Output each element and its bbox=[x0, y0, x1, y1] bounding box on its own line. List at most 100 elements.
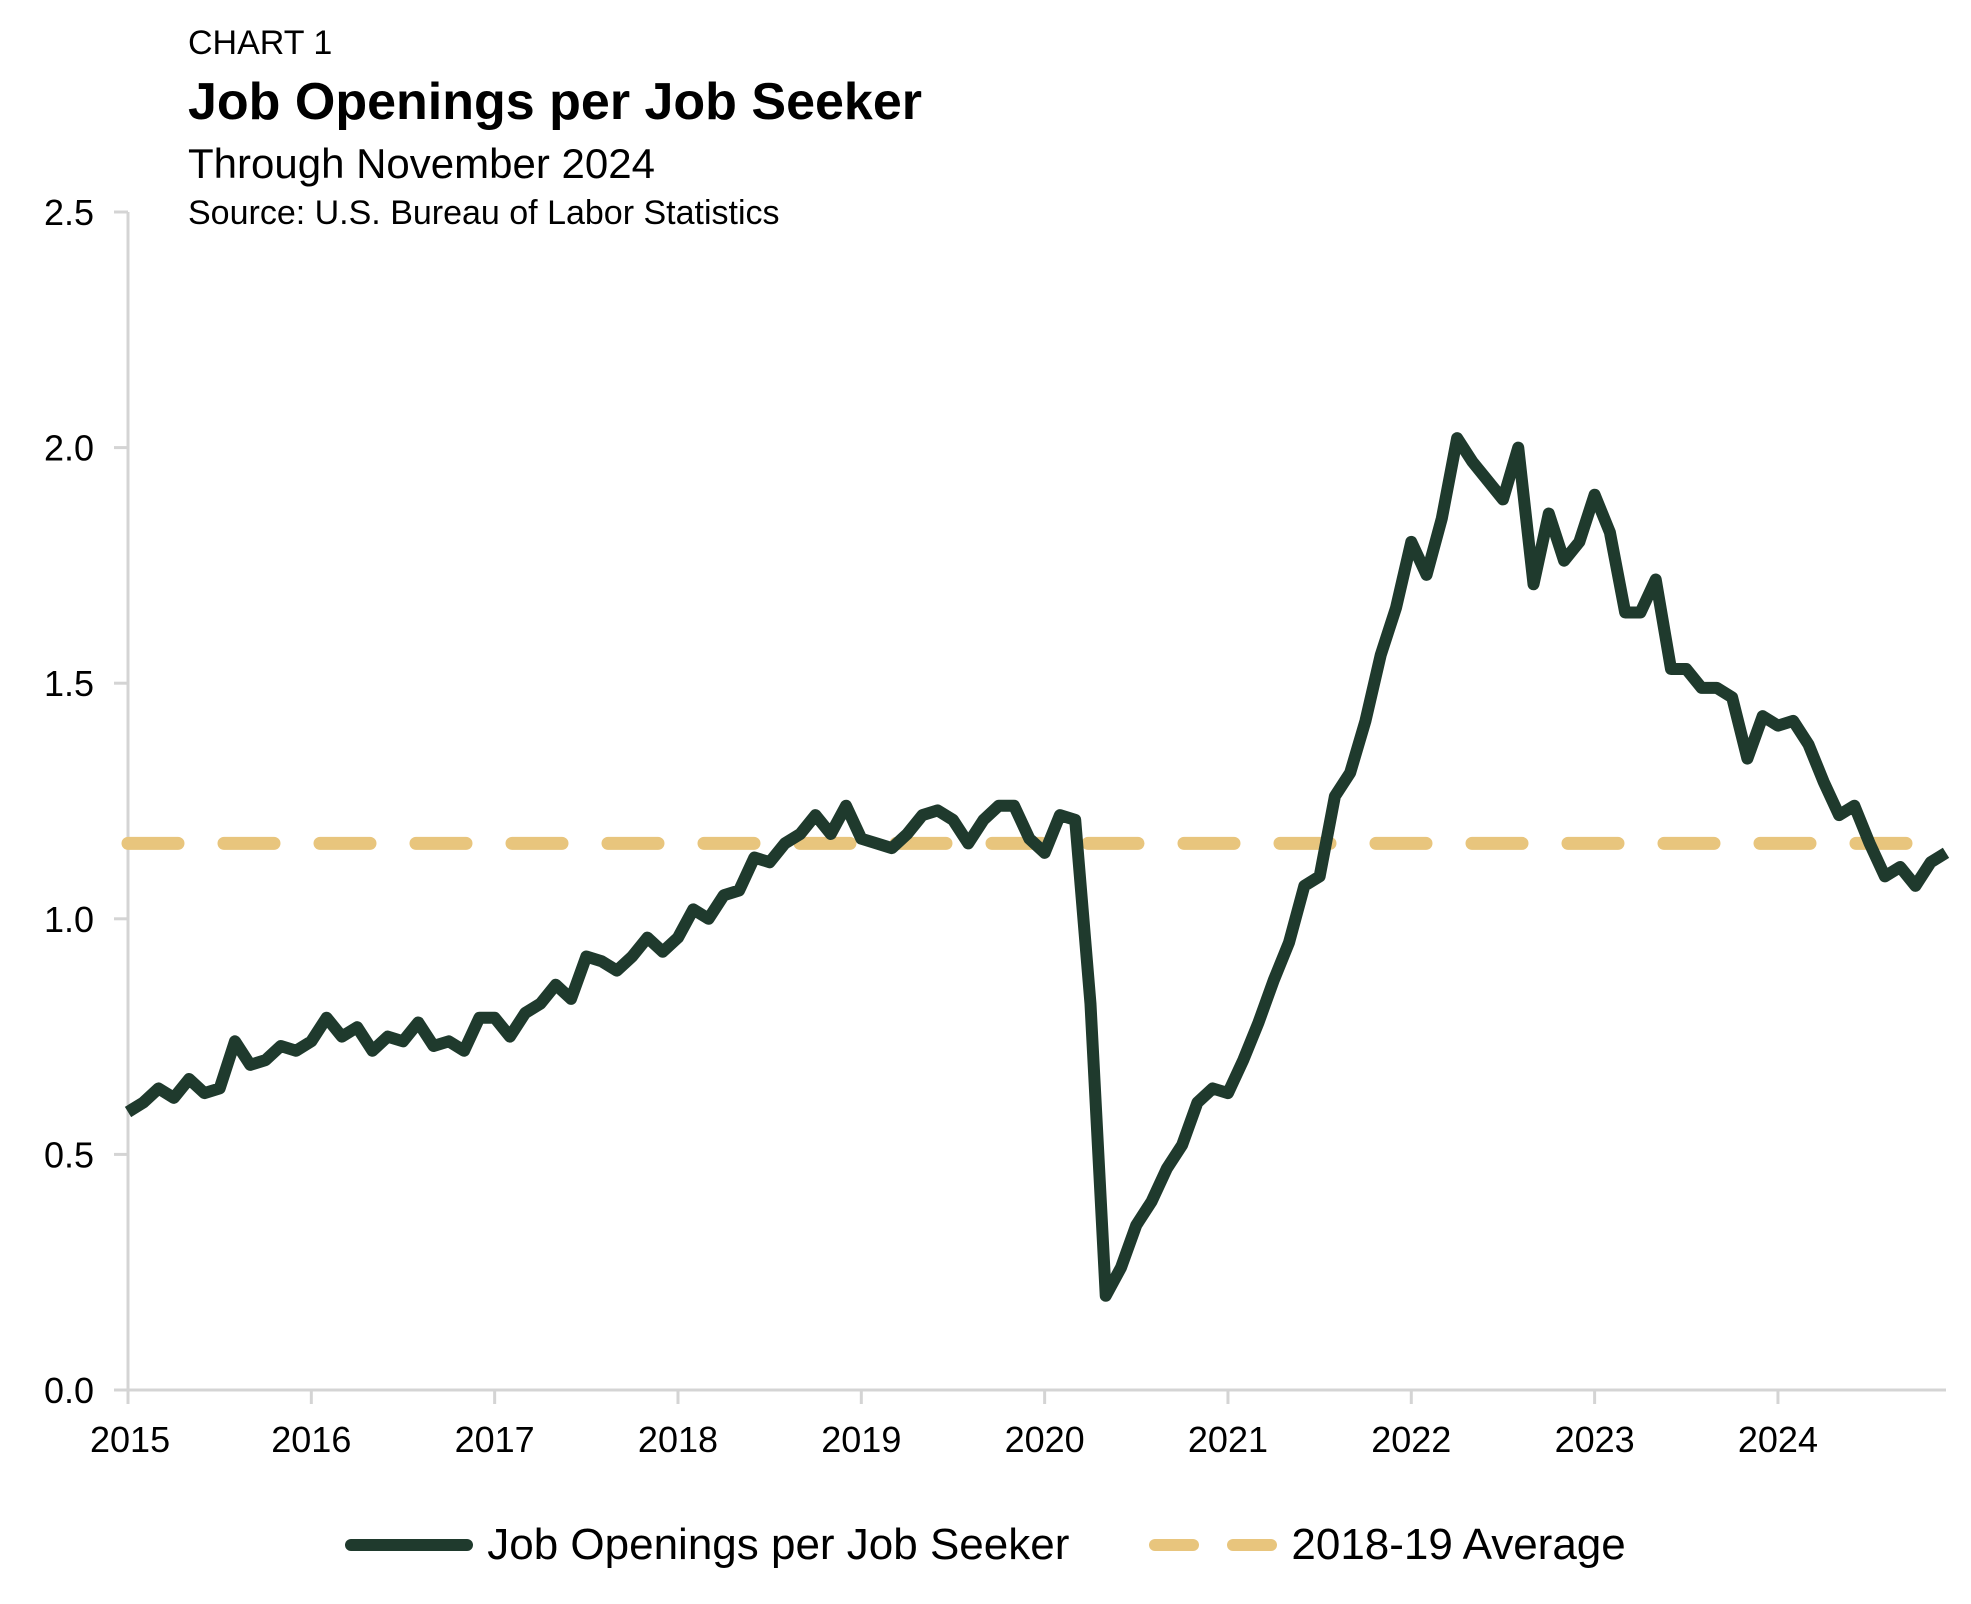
data-point bbox=[1425, 573, 1429, 577]
data-point bbox=[1226, 1091, 1230, 1095]
data-point bbox=[1348, 771, 1352, 775]
x-tick-label: 2023 bbox=[1555, 1419, 1635, 1460]
data-point bbox=[508, 1035, 512, 1039]
data-point bbox=[645, 936, 649, 940]
data-point bbox=[1501, 497, 1505, 501]
legend-label-average: 2018-19 Average bbox=[1291, 1520, 1626, 1569]
series-layer bbox=[124, 432, 1950, 1302]
data-point bbox=[1791, 719, 1795, 723]
data-point bbox=[263, 1058, 267, 1062]
chart-legend: Job Openings per Job Seeker 2018-19 Aver… bbox=[0, 1520, 1971, 1570]
data-point bbox=[661, 950, 665, 954]
x-tick-label: 2022 bbox=[1371, 1419, 1451, 1460]
x-tick-label: 2019 bbox=[821, 1419, 901, 1460]
data-point bbox=[1394, 606, 1398, 610]
data-point bbox=[1119, 1265, 1123, 1269]
data-point bbox=[462, 1049, 466, 1053]
data-point bbox=[554, 983, 558, 987]
legend-item-average: 2018-19 Average bbox=[1149, 1520, 1626, 1570]
data-point bbox=[1455, 436, 1459, 440]
tick-labels: 0.0 0.5 1.0 1.5 2.0 2.5 2015 2016 2017 2018 2019 20… bbox=[44, 192, 1818, 1460]
data-point bbox=[386, 1035, 390, 1039]
data-point bbox=[325, 1016, 329, 1020]
data-point bbox=[1027, 837, 1031, 841]
data-point bbox=[691, 907, 695, 911]
data-point bbox=[172, 1096, 176, 1100]
data-point bbox=[1470, 460, 1474, 464]
data-point bbox=[141, 1101, 145, 1105]
data-point bbox=[248, 1063, 252, 1067]
data-point bbox=[1868, 841, 1872, 845]
line-chart: 0.0 0.5 1.0 1.5 2.0 2.5 2015 2016 2017 2018 2019 20… bbox=[44, 192, 1950, 1460]
data-point bbox=[1715, 686, 1719, 690]
data-point bbox=[1318, 874, 1322, 878]
data-point bbox=[432, 1044, 436, 1048]
data-point bbox=[493, 1016, 497, 1020]
data-point bbox=[798, 832, 802, 836]
legend-label-series: Job Openings per Job Seeker bbox=[487, 1520, 1070, 1569]
data-point bbox=[1638, 611, 1642, 615]
data-point bbox=[1608, 530, 1612, 534]
legend-swatch-dashed bbox=[1149, 1539, 1278, 1551]
data-point bbox=[569, 997, 573, 1001]
data-point bbox=[1333, 794, 1337, 798]
data-point bbox=[905, 832, 909, 836]
data-point bbox=[1165, 1167, 1169, 1171]
data-point bbox=[1700, 686, 1704, 690]
chart-subtitle: Through November 2024 bbox=[188, 140, 655, 187]
data-point bbox=[157, 1086, 161, 1090]
data-point bbox=[126, 1110, 130, 1114]
data-point bbox=[1776, 724, 1780, 728]
data-point bbox=[982, 818, 986, 822]
x-tick-label: 2016 bbox=[271, 1419, 351, 1460]
data-point bbox=[768, 860, 772, 864]
data-point bbox=[1929, 860, 1933, 864]
x-tick-label: 2015 bbox=[90, 1419, 170, 1460]
data-point bbox=[1302, 884, 1306, 888]
data-point bbox=[202, 1091, 206, 1095]
data-point bbox=[1761, 714, 1765, 718]
data-point bbox=[1623, 611, 1627, 615]
data-point bbox=[997, 804, 1001, 808]
data-point bbox=[829, 832, 833, 836]
x-tick-label: 2018 bbox=[638, 1419, 718, 1460]
y-tick-label: 0.0 bbox=[44, 1370, 94, 1411]
data-point bbox=[1669, 667, 1673, 671]
data-point bbox=[1730, 695, 1734, 699]
data-point bbox=[1852, 804, 1856, 808]
data-point bbox=[1745, 757, 1749, 761]
data-point bbox=[233, 1039, 237, 1043]
chart-title: Job Openings per Job Seeker bbox=[188, 73, 922, 131]
data-point bbox=[875, 841, 879, 845]
y-tick-label: 2.5 bbox=[44, 192, 94, 233]
data-point bbox=[1532, 582, 1536, 586]
data-point bbox=[1944, 851, 1948, 855]
data-point bbox=[1180, 1143, 1184, 1147]
data-point bbox=[1241, 1058, 1245, 1062]
data-point bbox=[1562, 559, 1566, 563]
data-point bbox=[355, 1025, 359, 1029]
data-point bbox=[1134, 1223, 1138, 1227]
data-point bbox=[722, 893, 726, 897]
data-point bbox=[1440, 516, 1444, 520]
legend-swatch-solid bbox=[345, 1539, 474, 1551]
data-point bbox=[1409, 540, 1413, 544]
data-point bbox=[844, 804, 848, 808]
data-point bbox=[1073, 818, 1077, 822]
data-point bbox=[279, 1044, 283, 1048]
data-point bbox=[615, 969, 619, 973]
data-point bbox=[1837, 813, 1841, 817]
data-point bbox=[936, 808, 940, 812]
data-point bbox=[600, 959, 604, 963]
legend-item-series: Job Openings per Job Seeker bbox=[345, 1520, 1069, 1570]
data-point bbox=[340, 1035, 344, 1039]
data-point bbox=[1043, 851, 1047, 855]
data-point bbox=[1593, 493, 1597, 497]
data-point bbox=[676, 936, 680, 940]
series-line bbox=[124, 432, 1950, 1302]
data-point bbox=[1379, 653, 1383, 657]
y-tick-label: 2.0 bbox=[44, 428, 94, 469]
data-point bbox=[523, 1011, 527, 1015]
axes bbox=[114, 210, 1946, 1404]
data-point bbox=[1577, 540, 1581, 544]
